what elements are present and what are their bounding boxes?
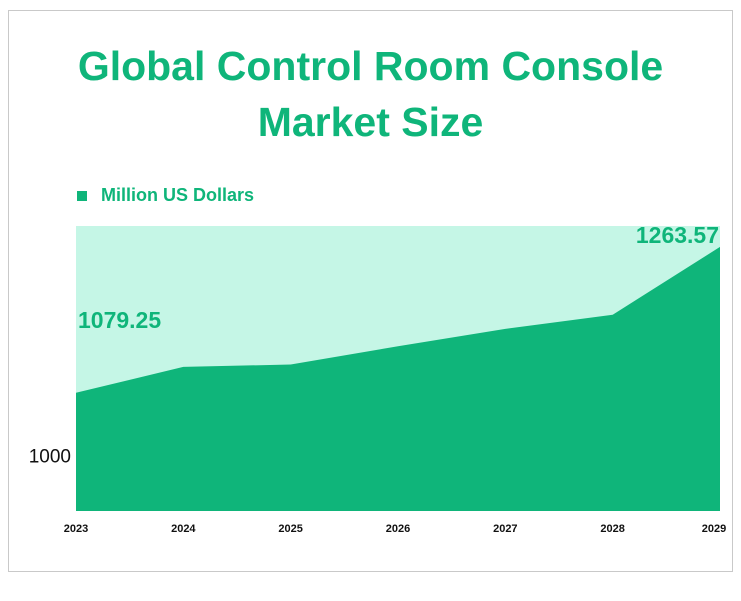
legend: Million US Dollars: [77, 185, 254, 206]
x-tick-label: 2026: [386, 523, 410, 535]
data-label: 1079.25: [78, 307, 161, 333]
x-tick-label: 2024: [171, 523, 196, 535]
y-tick-label: 1000: [29, 447, 71, 468]
data-labels: 1079.25 1263.57: [78, 222, 719, 333]
x-tick-label: 2025: [278, 523, 302, 535]
x-tick-label: 2028: [600, 523, 624, 535]
chart-title: Global Control Room Console Market Size: [0, 38, 741, 150]
x-tick-label: 2027: [493, 523, 517, 535]
area-series: [76, 246, 720, 511]
chart-title-line-2: Market Size: [257, 99, 484, 145]
data-label: 1263.57: [636, 222, 719, 248]
chart-title-line-1: Global Control Room Console: [77, 43, 664, 89]
x-axis-ticks: 2023 2024 2025 2026 2027 2028 2029: [64, 523, 726, 535]
legend-swatch: [77, 190, 87, 201]
x-tick-label: 2029: [702, 523, 726, 535]
x-tick-label: 2023: [64, 523, 88, 535]
legend-label: Million US Dollars: [101, 185, 255, 205]
